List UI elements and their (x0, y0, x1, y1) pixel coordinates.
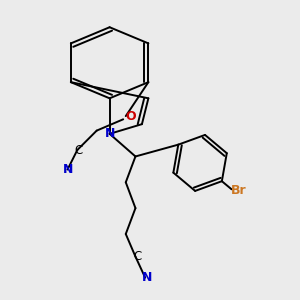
Text: C: C (133, 250, 141, 263)
Text: N: N (62, 163, 73, 176)
Text: O: O (125, 110, 136, 123)
Text: Br: Br (231, 184, 247, 197)
Text: N: N (104, 127, 115, 140)
Text: N: N (142, 271, 152, 284)
Text: C: C (75, 143, 83, 157)
